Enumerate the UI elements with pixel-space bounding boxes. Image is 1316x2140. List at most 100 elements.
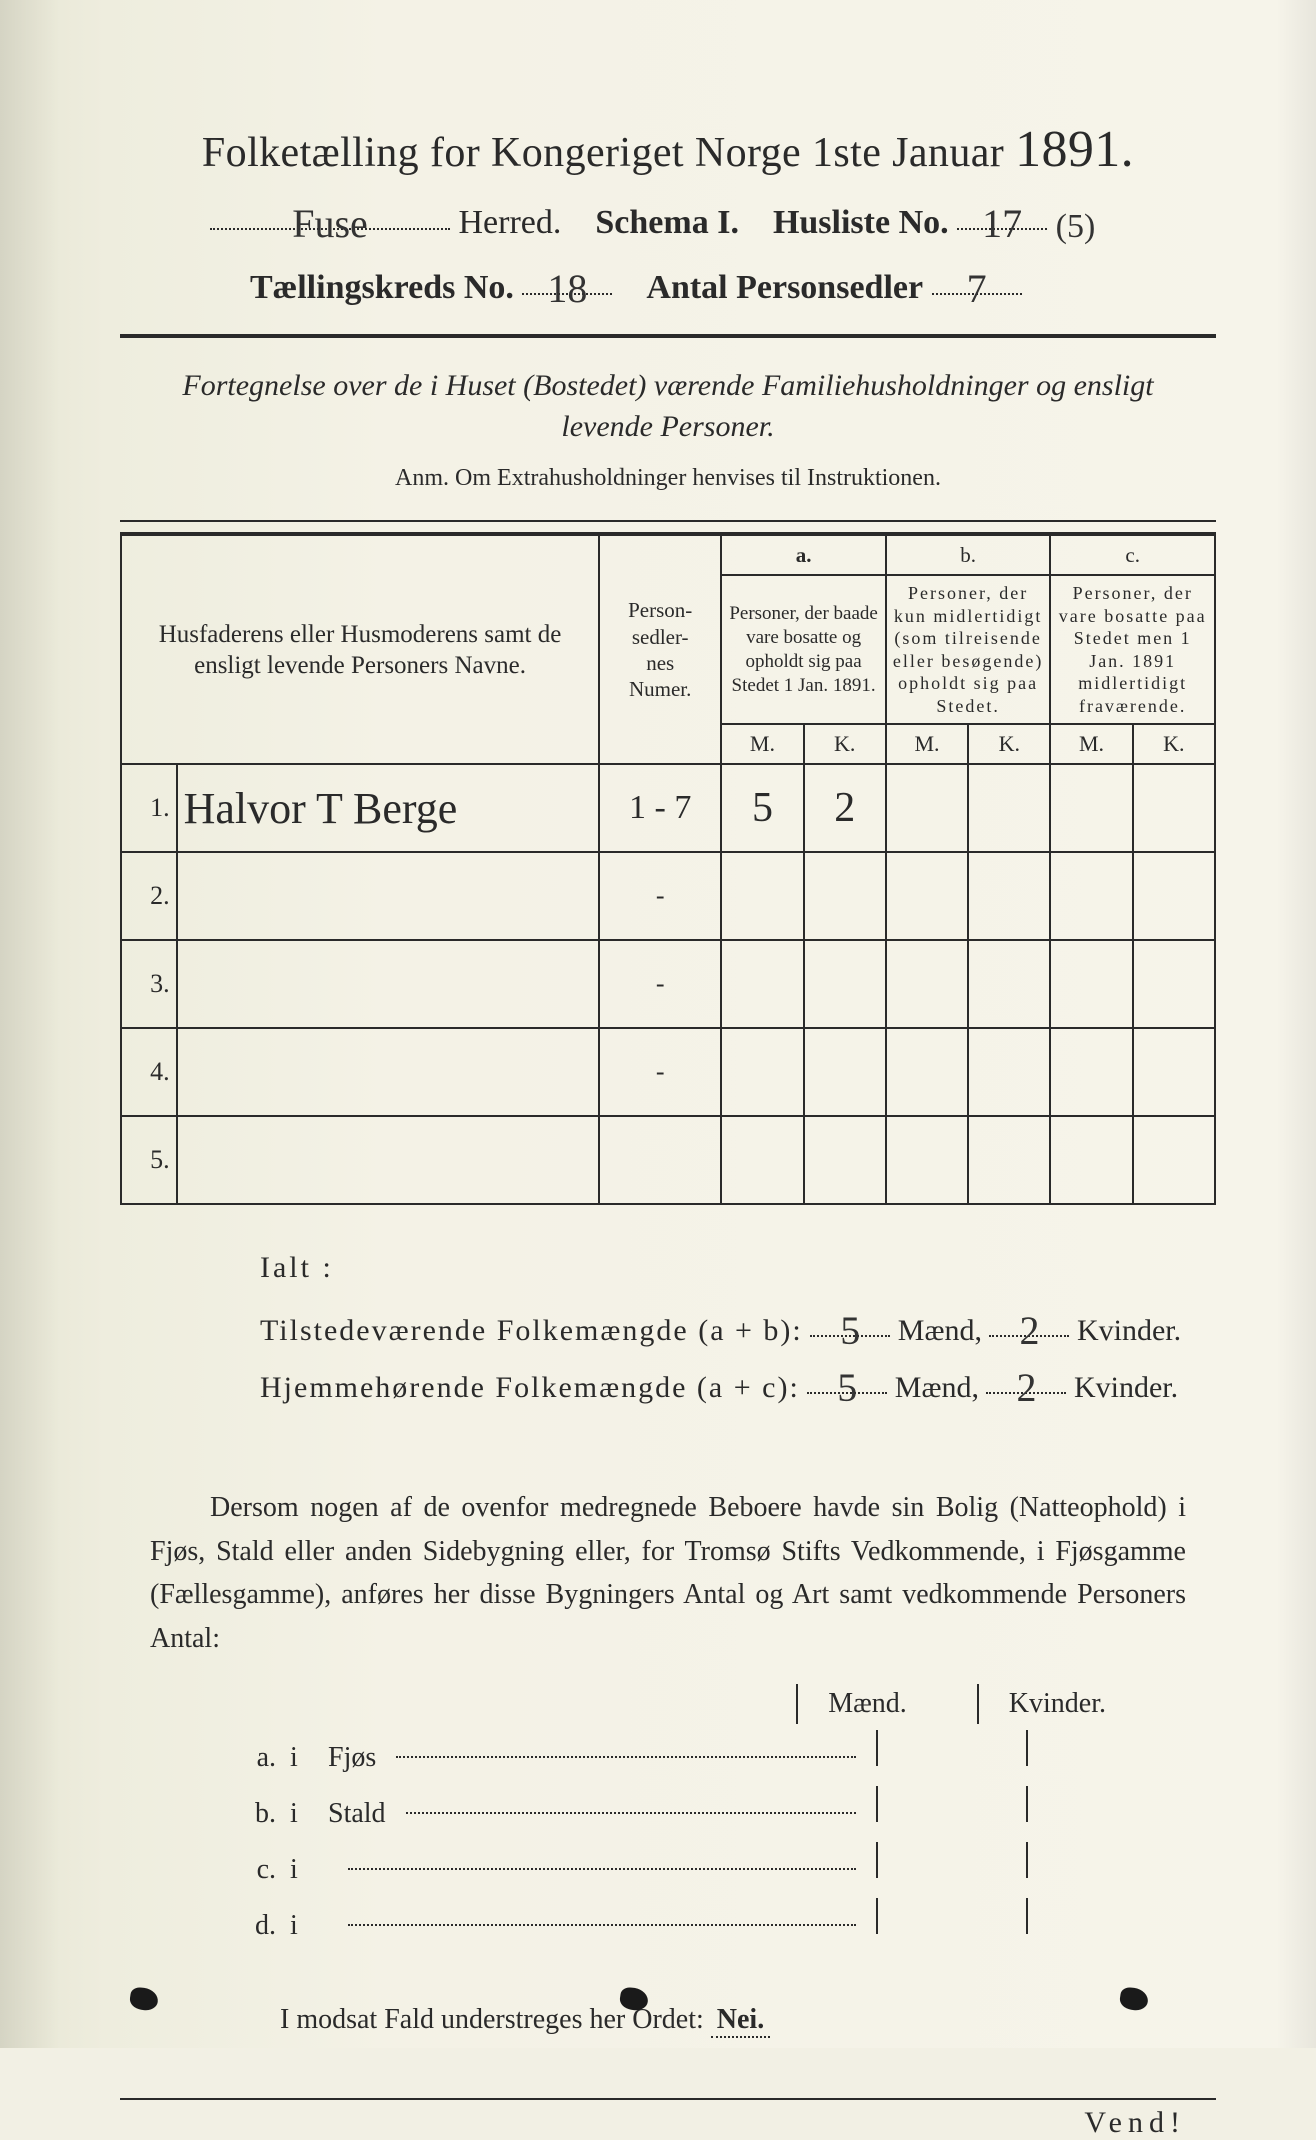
- summary-line-2: Hjemmehørende Folkemængde (a + c): 5 Mæn…: [260, 1359, 1216, 1416]
- col-c-tag: c.: [1050, 534, 1215, 575]
- col-b-tag: b.: [886, 534, 1051, 575]
- row-name: [177, 852, 599, 940]
- vend-label: Vend!: [120, 2106, 1216, 2140]
- col-a-m: M.: [721, 724, 803, 764]
- subtitle-line2: levende Personer.: [561, 410, 774, 443]
- cell: [721, 1116, 803, 1204]
- table-row: 2. -: [121, 852, 1215, 940]
- sb-cols: [876, 1786, 1176, 1822]
- sb-col: [1026, 1786, 1176, 1822]
- anm-note: Anm. Om Extrahusholdninger henvises til …: [120, 465, 1216, 492]
- title-prefix: Folketælling for Kongeriget Norge 1ste J…: [202, 130, 1004, 176]
- row-num: 5.: [121, 1116, 177, 1204]
- cell: [886, 1116, 968, 1204]
- herred-label: Herred.: [459, 204, 562, 241]
- table-row: 1. Halvor T Berge 1 - 7 5 2: [121, 764, 1215, 852]
- summary-l2-m-field: 5: [807, 1359, 887, 1394]
- antal-field: 7: [932, 256, 1022, 295]
- row-num: 4.: [121, 1028, 177, 1116]
- herred-field: Fuse: [210, 191, 450, 230]
- census-table: Husfaderens eller Husmoderens samt de en…: [120, 532, 1216, 1205]
- cell: [804, 852, 886, 940]
- col-c-m: M.: [1050, 724, 1132, 764]
- husliste-value: 17: [982, 212, 1022, 236]
- col-nums-header: Person- sedler- nes Numer.: [599, 534, 721, 764]
- summary-l1-k: 2: [1019, 1319, 1039, 1343]
- cell: [886, 940, 968, 1028]
- herred-value: Fuse: [292, 212, 368, 236]
- summary-l1-k-field: 2: [989, 1302, 1069, 1337]
- cell: [1050, 852, 1132, 940]
- modsat-line: I modsat Fald understreges her Ordet: Ne…: [280, 2004, 1216, 2038]
- summary-line-1: Tilstedeværende Folkemængde (a + b): 5 M…: [260, 1302, 1216, 1359]
- a-tag-text: a.: [796, 543, 812, 567]
- row-nums: -: [599, 1028, 721, 1116]
- summary-l2-k-field: 2: [986, 1359, 1066, 1394]
- cell: [1133, 852, 1215, 940]
- modsat-nei: Nei.: [711, 2004, 770, 2038]
- cell: [886, 1028, 968, 1116]
- title-year: 1891.: [1015, 121, 1134, 178]
- sb-cols: [876, 1898, 1176, 1934]
- row-nums: [599, 1116, 721, 1204]
- sb-col: [1026, 1730, 1176, 1766]
- cell: [721, 1028, 803, 1116]
- sb-col: [1026, 1842, 1176, 1878]
- row-c-m: [1050, 764, 1132, 852]
- sb-row: a. i Fjøs: [230, 1730, 1176, 1786]
- b-tag-text: b.: [960, 543, 976, 567]
- row-num: 1.: [121, 764, 177, 852]
- row-a-k: 2: [804, 764, 886, 852]
- header-block: Fuse Herred. Schema I. Husliste No. 17 (…: [210, 191, 1216, 320]
- subtitle: Fortegnelse over de i Huset (Bostedet) v…: [160, 366, 1176, 447]
- summary-kvinder-2: Kvinder.: [1074, 1371, 1178, 1404]
- page-shadow-right: [1276, 0, 1316, 2048]
- sb-lab: a.: [230, 1730, 276, 1786]
- row-b-k: [968, 764, 1050, 852]
- summary-l2-k: 2: [1016, 1376, 1036, 1400]
- col-c-header: Personer, der vare bosatte paa Stedet me…: [1050, 575, 1215, 724]
- sb-i: i: [290, 1898, 314, 1954]
- cell: [804, 1028, 886, 1116]
- row-a-m: 5: [721, 764, 803, 852]
- sb-cols: [876, 1730, 1176, 1766]
- sb-lab: c.: [230, 1842, 276, 1898]
- kreds-label: Tællingskreds No.: [250, 269, 514, 306]
- c-tag-text: c.: [1125, 543, 1140, 567]
- table-row: 3. -: [121, 940, 1215, 1028]
- table-row: 4. -: [121, 1028, 1215, 1116]
- sb-dots: [348, 1924, 856, 1926]
- cell: [968, 852, 1050, 940]
- summary-l1-m: 5: [840, 1319, 860, 1343]
- sb-i: i: [290, 1730, 314, 1786]
- cell: [804, 1116, 886, 1204]
- form-title: Folketælling for Kongeriget Norge 1ste J…: [120, 120, 1216, 179]
- side-building-paragraph: Dersom nogen af de ovenfor medregnede Be…: [150, 1486, 1186, 1660]
- cell: [968, 1028, 1050, 1116]
- sb-col: [876, 1842, 1026, 1878]
- summary-maend-2: Mænd,: [895, 1371, 979, 1404]
- row-nums: -: [599, 940, 721, 1028]
- husliste-field: 17: [957, 191, 1047, 230]
- antal-label: Antal Personsedler: [646, 269, 923, 306]
- summary-l2-label: Hjemmehørende Folkemængde (a + c):: [260, 1371, 800, 1404]
- rule-heavy-1: [120, 334, 1216, 338]
- antal-value: 7: [967, 277, 987, 301]
- sb-lab: b.: [230, 1786, 276, 1842]
- summary-l2-m: 5: [837, 1376, 857, 1400]
- sb-head: Mænd. Kvinder.: [230, 1684, 1176, 1724]
- census-form-page: Folketælling for Kongeriget Norge 1ste J…: [0, 0, 1316, 2048]
- cell: [721, 852, 803, 940]
- col-b-text: Personer, der kun midlertidigt (som tilr…: [893, 583, 1043, 716]
- row-c-k: [1133, 764, 1215, 852]
- sb-dots: [406, 1812, 856, 1814]
- sb-i: i: [290, 1786, 314, 1842]
- summary-maend-1: Mænd,: [898, 1314, 982, 1347]
- sb-col: [876, 1898, 1026, 1934]
- sb-txt: Stald: [328, 1786, 386, 1842]
- sb-i: i: [290, 1842, 314, 1898]
- summary-block: Ialt : Tilstedeværende Folkemængde (a + …: [260, 1239, 1216, 1416]
- sb-col: [876, 1786, 1026, 1822]
- summary-kvinder-1: Kvinder.: [1077, 1314, 1181, 1347]
- husliste-note: (5): [1056, 217, 1096, 237]
